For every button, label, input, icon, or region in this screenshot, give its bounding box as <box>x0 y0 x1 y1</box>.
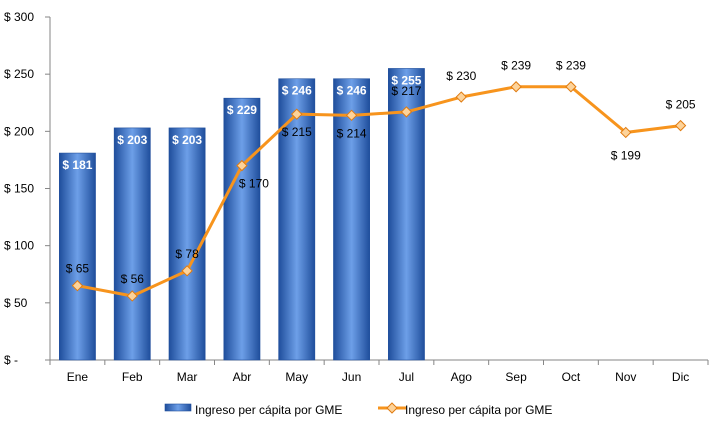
line-point <box>565 81 577 93</box>
line-point <box>345 109 358 122</box>
bar-data-label: $ 229 <box>227 103 257 117</box>
axes: $ - $ 50 $ 100 $ 150 $ 200 $ 250 $ 300 Ene Feb Ma… <box>4 10 709 384</box>
line-data-label: $ 199 <box>611 148 641 162</box>
line-point <box>400 106 413 118</box>
bar <box>168 127 206 361</box>
bar <box>223 97 261 361</box>
bar-data-label: $ 203 <box>117 133 147 147</box>
line-series <box>71 81 687 302</box>
line-data-label: $ 205 <box>666 98 696 112</box>
line-point <box>674 119 687 132</box>
x-tick-label: Oct <box>562 370 581 384</box>
line-point <box>236 159 248 172</box>
bar-data-label: $ 255 <box>391 73 421 87</box>
bar <box>278 78 316 361</box>
line-data-label: $ 65 <box>66 262 90 276</box>
line-point <box>510 81 522 93</box>
x-tick-label: Ago <box>451 370 473 384</box>
line-point <box>455 91 467 103</box>
bar <box>59 152 96 361</box>
legend-line-label: Ingreso per cápita por GME <box>405 403 552 417</box>
x-tick-label: Nov <box>615 370 636 384</box>
x-tick-label: Ene <box>67 370 89 384</box>
series-line <box>77 85 681 298</box>
x-tick-label: Jul <box>399 370 414 384</box>
line-point <box>181 265 193 277</box>
legend-line-marker <box>386 402 398 414</box>
y-tick-label: $ 200 <box>4 124 34 138</box>
y-tick-label: $ - <box>4 353 18 367</box>
bar-data-label: $ 246 <box>337 84 367 98</box>
y-tick-label: $ 150 <box>4 182 34 196</box>
line-data-label: $ 230 <box>446 69 476 83</box>
data-labels: $ 181 $ 203 $ 203 $ 229 $ 246 $ 246 $ 255 $ 65 $… <box>62 59 696 286</box>
x-tick-label: Dic <box>672 370 689 384</box>
line-data-label: $ 215 <box>282 125 312 139</box>
bar <box>333 78 370 361</box>
line-data-label: $ 239 <box>501 59 531 73</box>
line-data-label: $ 214 <box>337 126 367 140</box>
line-point <box>71 279 84 292</box>
bar-data-label: $ 181 <box>62 158 92 172</box>
legend: Ingreso per cápita por GME Ingreso per cá… <box>164 402 552 417</box>
y-tick-label: $ 50 <box>4 296 28 310</box>
x-tick-label: Jun <box>342 370 361 384</box>
bar-data-label: $ 246 <box>282 84 312 98</box>
y-tick-label: $ 100 <box>4 239 34 253</box>
line-point <box>126 290 138 302</box>
bar-data-label: $ 203 <box>172 133 202 147</box>
x-tick-label: Mar <box>177 370 198 384</box>
y-tick-label: $ 250 <box>4 67 34 81</box>
line-point <box>620 126 632 139</box>
legend-bar-label: Ingreso per cápita por GME <box>195 403 342 417</box>
line-data-label: $ 239 <box>556 59 586 73</box>
legend-bar-swatch <box>164 403 192 412</box>
x-tick-label: Abr <box>233 370 252 384</box>
bar <box>113 127 151 361</box>
y-tick-label: $ 300 <box>4 10 34 24</box>
line-data-label: $ 56 <box>121 272 145 286</box>
line-data-label: $ 78 <box>175 247 199 261</box>
x-tick-label: May <box>285 370 308 384</box>
x-tick-label: Feb <box>122 370 143 384</box>
line-data-label: $ 217 <box>391 84 421 98</box>
x-tick-label: Sep <box>505 370 527 384</box>
line-point <box>291 108 303 120</box>
line-data-label: $ 170 <box>239 177 269 191</box>
